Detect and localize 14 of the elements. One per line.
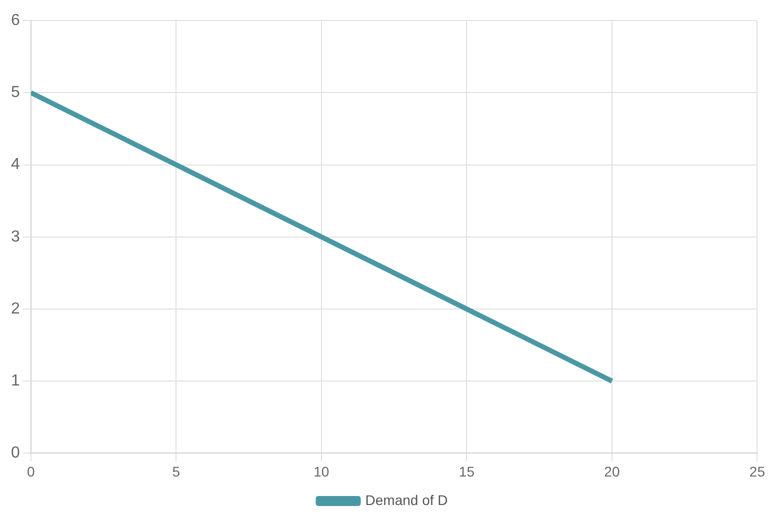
x-tick-label: 10 [314,463,330,480]
x-tick-label: 25 [749,463,766,480]
y-tick-label: 3 [10,228,20,246]
y-tick-label: 4 [10,156,20,174]
y-tick-label: 2 [10,300,20,318]
legend-label: Demand of D [365,492,448,508]
y-tick-label: 6 [10,12,20,30]
y-tick-label: 5 [10,84,20,102]
x-tick-label: 5 [172,463,180,480]
x-tick-label: 20 [604,463,620,480]
x-tick-label: 0 [27,463,35,480]
x-tick-label: 15 [458,463,475,480]
y-tick-label: 0 [10,444,20,462]
y-tick-label: 1 [10,372,20,390]
